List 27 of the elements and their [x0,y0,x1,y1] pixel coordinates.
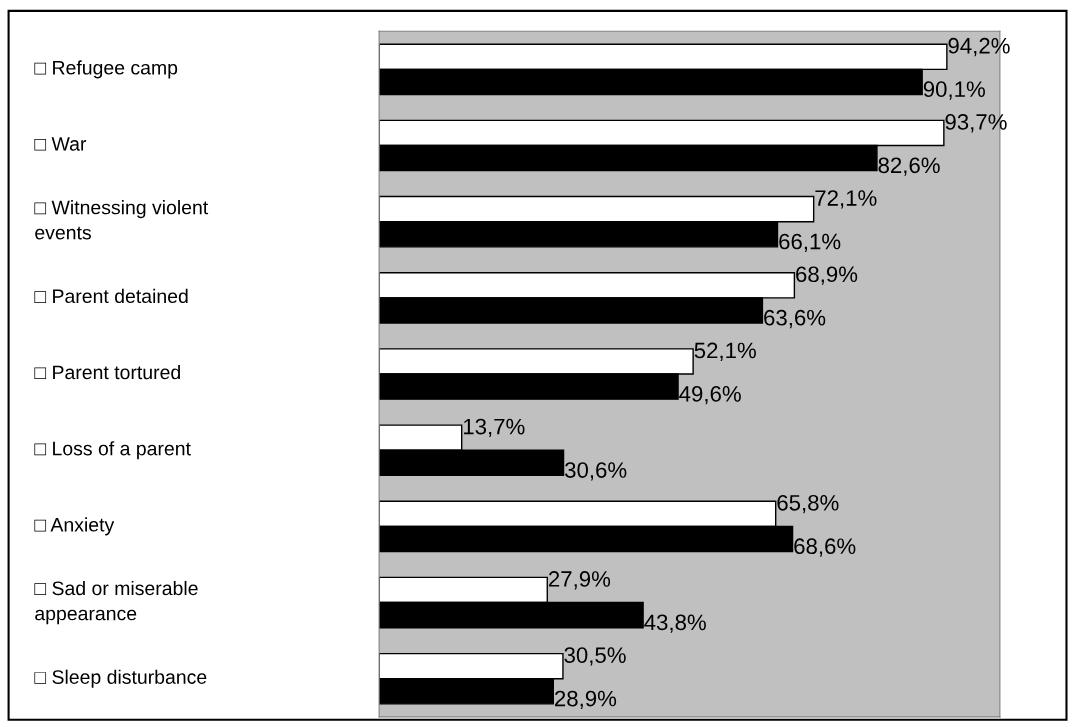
y-tick-label: □ Parent tortured [34,364,180,380]
data-label: 28,9% [555,690,617,710]
data-label: 94,2% [948,37,1010,57]
y-tick-label: □ Sad or miserable appearance [34,580,198,625]
data-label: 43,8% [644,614,706,633]
data-label: 63,6% [764,309,826,329]
data-label: 27,9% [548,571,611,590]
data-label: 66,1% [779,233,841,252]
y-tick-label: □ Sleep disturbance [34,669,207,688]
data-label: 13,7% [463,418,525,438]
data-label: 65,8% [777,494,839,514]
y-tick-label: □ War [34,137,87,151]
data-label: 49,6% [679,385,741,405]
y-tick-label: □ Witnessing violent events [34,200,209,240]
data-label: 93,7% [945,114,1007,133]
y-tick-label: □ Anxiety [34,517,115,536]
y-tick-label: □ Refugee camp [34,60,178,79]
y-tick-label: □ Parent detained [34,288,188,304]
data-label: 52,1% [694,342,756,361]
data-label: 72,1% [815,190,877,209]
data-label: 68,6% [794,538,856,557]
data-label: 82,6% [878,157,940,176]
data-label: 30,6% [565,462,627,481]
data-label: 68,9% [796,266,858,285]
data-label: 30,5% [564,647,626,666]
data-label: 90,1% [923,81,985,100]
y-tick-label: □ Loss of a parent [34,441,191,460]
